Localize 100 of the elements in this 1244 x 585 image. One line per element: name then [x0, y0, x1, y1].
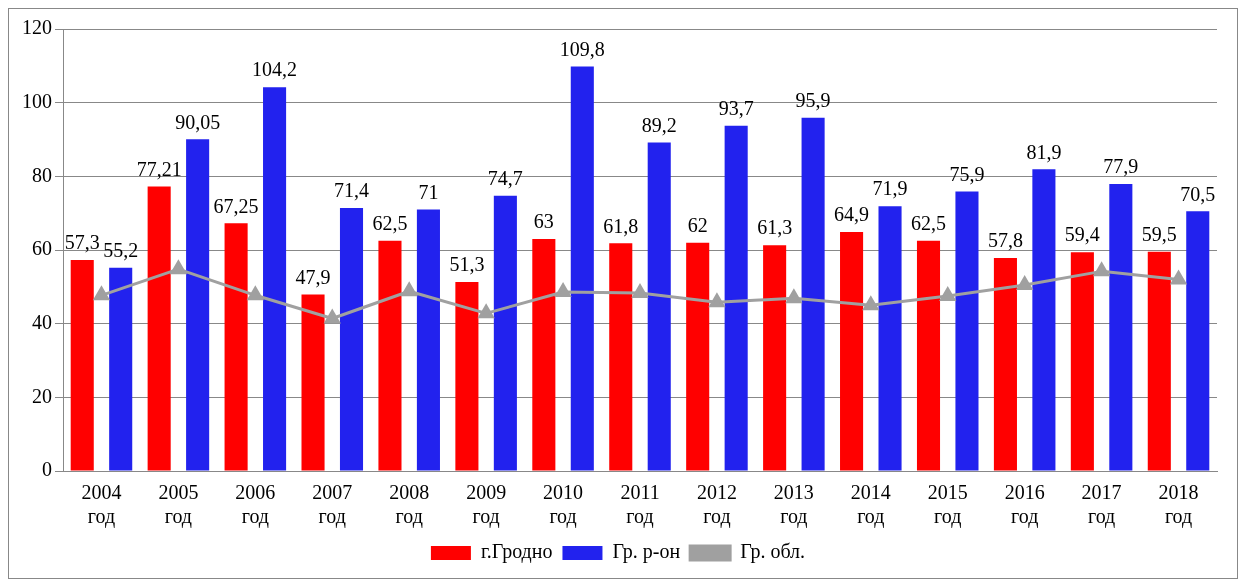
point: [1094, 262, 1110, 277]
bar: [686, 242, 710, 471]
legend-label: г.Гродно: [480, 540, 553, 564]
data-label: 109,8: [559, 37, 605, 60]
bar: [147, 186, 171, 471]
data-label: 81,9: [1026, 140, 1062, 163]
bar: [570, 66, 594, 471]
x-tick-label: 2009 год: [466, 481, 507, 529]
data-label: 95,9: [795, 89, 831, 112]
bar: [993, 258, 1017, 471]
bar: [916, 240, 941, 471]
bar: [878, 206, 902, 471]
x-tick-label: 2010 год: [543, 481, 584, 529]
x-tick-label: 2016 год: [1004, 481, 1045, 529]
point: [1170, 270, 1187, 285]
data-label: 90,05: [175, 110, 221, 133]
x-tick-label: 2008 год: [389, 481, 430, 529]
data-label: 70,5: [1180, 182, 1216, 205]
bar: [647, 142, 671, 471]
y-tick-label: 60: [32, 237, 52, 260]
data-label: 75,9: [949, 162, 985, 185]
bar: [416, 209, 440, 471]
y-tick-label: 20: [32, 384, 52, 407]
data-label: 89,2: [641, 113, 677, 136]
point: [93, 286, 110, 301]
bar: [493, 195, 517, 471]
data-label: 74,7: [487, 167, 523, 190]
bar: [1109, 184, 1133, 471]
legend-label: Гр. обл.: [740, 540, 806, 564]
bar: [109, 267, 133, 471]
x-tick-label: 2011 год: [620, 481, 660, 529]
point: [940, 287, 956, 302]
x-tick-label: 2014 год: [850, 481, 891, 529]
point: [632, 284, 648, 299]
point: [863, 296, 879, 311]
bar: [1032, 169, 1056, 471]
data-label: 55,2: [103, 238, 139, 261]
data-label: 67,25: [213, 194, 259, 217]
point: [478, 304, 494, 319]
x-tick-label: 2017 год: [1081, 481, 1122, 529]
x-tick-label: 2005 год: [158, 481, 199, 529]
y-tick-label: 0: [42, 458, 52, 481]
bar: [955, 191, 979, 471]
bar: [801, 117, 825, 471]
data-label: 64,9: [834, 203, 870, 226]
bar: [1070, 252, 1094, 471]
data-label: 71,9: [872, 177, 908, 200]
point: [170, 260, 186, 275]
data-label: 47,9: [295, 265, 331, 288]
point: [247, 286, 263, 301]
data-label: 77,21: [136, 157, 182, 180]
bar: [1147, 251, 1171, 471]
data-label: 77,9: [1103, 155, 1139, 178]
bar: [724, 125, 748, 471]
data-label: 61,3: [757, 216, 793, 239]
data-label: 57,8: [987, 229, 1023, 252]
point: [401, 282, 417, 297]
data-label: 93,7: [718, 97, 754, 120]
data-label: 62: [687, 213, 708, 236]
data-label: 62,5: [911, 212, 946, 235]
point: [555, 283, 571, 297]
data-label: 57,3: [64, 231, 100, 254]
x-tick-label: 2013 год: [773, 481, 814, 529]
point: [786, 289, 802, 304]
bar: [532, 238, 556, 471]
data-label: 59,4: [1064, 223, 1100, 246]
bar: [301, 294, 325, 471]
y-tick-label: 120: [22, 16, 52, 39]
y-tick-label: 80: [32, 163, 52, 186]
data-label: 59,5: [1141, 223, 1177, 246]
bar: [339, 208, 364, 471]
point: [1017, 276, 1033, 290]
y-tick-label: 40: [32, 310, 52, 333]
bar: [186, 139, 210, 471]
data-label: 71: [418, 180, 439, 203]
data-label: 62,5: [372, 212, 408, 235]
data-label: 104,2: [252, 58, 298, 81]
bar: [224, 223, 248, 471]
data-label: 63: [533, 210, 554, 233]
bar: [840, 231, 864, 471]
y-tick-label: 100: [22, 89, 52, 112]
point: [709, 293, 725, 308]
bar: [263, 87, 287, 471]
x-tick-label: 2004 год: [81, 481, 122, 529]
bar: [378, 240, 402, 471]
x-tick-label: 2006 год: [235, 481, 276, 529]
data-label: 61,8: [603, 214, 639, 237]
legend-label: Гр. р-он: [612, 540, 681, 564]
bar: [1186, 211, 1210, 471]
x-tick-label: 2018 год: [1158, 481, 1199, 529]
bar: [609, 243, 633, 471]
x-tick-label: 2007 год: [312, 481, 353, 529]
x-tick-label: 2015 год: [927, 481, 968, 529]
data-label: 71,4: [334, 179, 369, 202]
bar: [455, 282, 479, 471]
data-label: 51,3: [449, 253, 485, 276]
point: [324, 310, 340, 324]
bar: [763, 245, 787, 471]
bar: [70, 259, 94, 471]
x-tick-label: 2012 год: [696, 481, 737, 529]
